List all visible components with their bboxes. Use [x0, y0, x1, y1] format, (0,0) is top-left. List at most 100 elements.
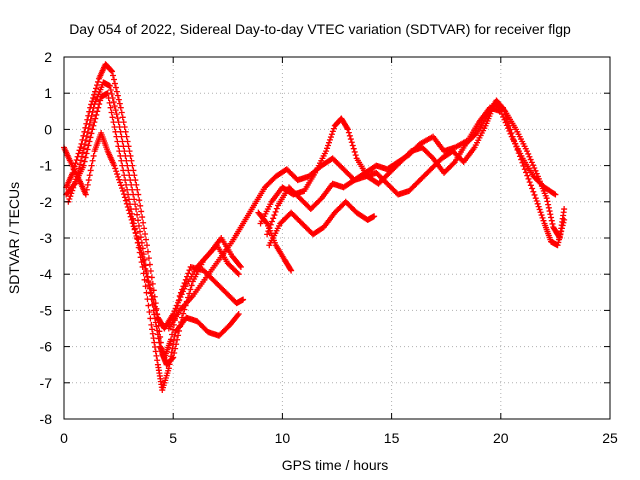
data-point [146, 309, 153, 316]
data-point [560, 219, 567, 226]
data-point [538, 212, 545, 219]
data-point [528, 159, 535, 166]
data-point [75, 150, 82, 157]
data-point [109, 114, 116, 121]
data-point [128, 157, 135, 164]
data-point [152, 344, 158, 351]
data-point [107, 86, 114, 93]
data-point [105, 95, 112, 102]
data-point [116, 148, 123, 155]
data-point [153, 311, 160, 318]
series-track-1 [63, 61, 242, 368]
data-point [140, 219, 147, 226]
data-point [347, 136, 354, 143]
data-point [94, 78, 101, 85]
data-point [506, 122, 513, 129]
y-tick-label: -6 [40, 339, 53, 355]
data-point [112, 107, 119, 114]
data-point [149, 280, 156, 287]
data-point [77, 161, 84, 168]
data-point [548, 214, 555, 221]
data-point [153, 323, 160, 330]
data-point [112, 165, 119, 172]
data-point [109, 68, 116, 75]
data-point [271, 212, 278, 219]
data-point [84, 181, 91, 188]
data-point [110, 99, 117, 106]
data-point [345, 129, 352, 136]
data-point [510, 137, 517, 144]
y-tick-label: 1 [44, 85, 52, 101]
data-point [514, 146, 521, 153]
data-point [268, 218, 275, 225]
data-point [118, 109, 125, 116]
data-point [539, 214, 546, 221]
data-point [350, 145, 357, 152]
data-point [152, 348, 159, 355]
data-point [535, 203, 542, 210]
data-point [137, 234, 144, 241]
data-point [149, 292, 156, 299]
data-point [148, 321, 155, 328]
data-point [153, 352, 160, 359]
data-point [552, 191, 559, 198]
data-point [130, 191, 137, 198]
data-point [121, 194, 128, 201]
data-point [155, 335, 162, 342]
data-point [117, 104, 124, 111]
data-point [138, 208, 145, 215]
data-point [149, 326, 156, 333]
series-track-5 [165, 104, 559, 332]
data-point [82, 191, 89, 198]
data-point [507, 126, 514, 133]
data-point [120, 167, 127, 174]
data-point [117, 152, 124, 159]
data-point [134, 236, 141, 243]
x-tick-label: 10 [275, 430, 291, 446]
data-point [112, 84, 119, 91]
data-point [508, 130, 515, 137]
data-point [561, 206, 568, 213]
data-point [548, 217, 555, 224]
data-point [166, 361, 173, 368]
data-point [519, 159, 526, 166]
data-point [152, 307, 159, 314]
series-track-3 [63, 90, 242, 394]
data-point [125, 167, 132, 174]
data-point [89, 157, 96, 164]
series-track-6 [257, 97, 568, 241]
data-point [135, 217, 142, 224]
data-point [450, 160, 457, 167]
data-point [561, 216, 568, 223]
data-point [124, 138, 131, 145]
data-point [141, 276, 148, 283]
data-point [116, 123, 123, 130]
data-point [513, 143, 520, 150]
data-point [76, 147, 83, 154]
data-point [87, 167, 94, 174]
data-point [546, 208, 553, 215]
data-point [151, 339, 158, 346]
data-point [106, 99, 113, 106]
data-point [89, 109, 96, 116]
data-point [118, 182, 125, 189]
data-point [86, 138, 93, 145]
data-point [351, 148, 358, 155]
data-point [120, 191, 127, 198]
data-point [527, 156, 534, 163]
data-point [117, 128, 124, 135]
data-point [126, 196, 133, 203]
data-point [135, 239, 142, 246]
series-track-7 [264, 101, 568, 249]
data-point [472, 131, 479, 138]
data-point [119, 138, 126, 145]
data-point [149, 330, 156, 337]
data-point [108, 109, 115, 116]
data-point [154, 327, 161, 334]
data-point [106, 82, 113, 89]
data-point [330, 125, 337, 132]
data-point [234, 312, 241, 319]
data-point [83, 186, 90, 193]
data-point [133, 232, 140, 239]
data-point [349, 142, 356, 149]
